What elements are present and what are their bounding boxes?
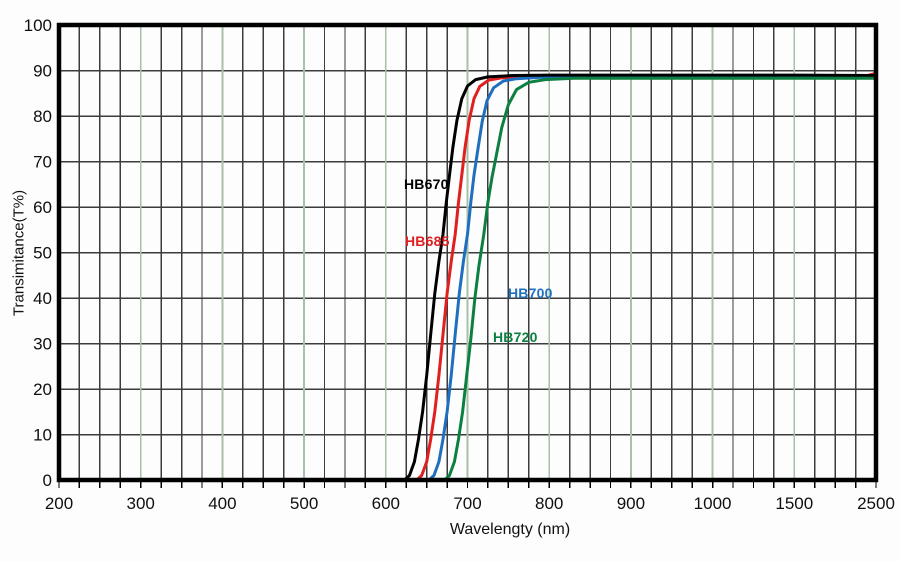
x-tick-label: 400 [208, 494, 236, 513]
y-tick-label: 10 [33, 426, 52, 445]
plot-frame [56, 22, 879, 483]
x-tick-label: 200 [45, 494, 73, 513]
y-tick-label: 50 [33, 244, 52, 263]
y-axis-tick-labels: 0 10 20 30 40 50 60 70 80 90 100 [24, 16, 52, 490]
x-tick-label: 600 [372, 494, 400, 513]
x-tick-label: 300 [127, 494, 155, 513]
x-tick-label: 1500 [775, 494, 813, 513]
y-axis-title: Transimitance(T%) [10, 189, 28, 317]
y-tick-label: 0 [43, 471, 52, 490]
y-tick-label: 90 [33, 62, 52, 81]
x-axis-title: Wavelengty (nm) [449, 521, 571, 538]
x-axis-tick-labels: 200 300 400 500 600 700 800 900 1000 1500 2500 [45, 494, 895, 513]
x-tick-label: 900 [617, 494, 645, 513]
y-tick-label: 30 [33, 335, 52, 354]
x-tick-label: 500 [290, 494, 318, 513]
curve-label-HB720: HB720 [493, 329, 538, 345]
grid-layer [59, 25, 876, 480]
x-axis-tick-marks [58, 482, 877, 488]
y-tick-label: 70 [33, 153, 52, 172]
curve-HB700 [57, 75, 878, 482]
curve-label-HB700: HB700 [508, 285, 553, 301]
y-tick-label: 80 [33, 107, 52, 126]
x-tick-label: 2500 [857, 494, 895, 513]
curve-label-HB670: HB670 [404, 176, 449, 192]
y-tick-label: 20 [33, 380, 52, 399]
y-tick-label: 40 [33, 289, 52, 308]
y-tick-label: 60 [33, 198, 52, 217]
curve-HB720 [57, 76, 878, 482]
axes-frame [56, 22, 879, 483]
curve-HB670 [57, 73, 878, 482]
x-tick-label: 700 [453, 494, 481, 513]
y-tick-label: 100 [24, 16, 52, 35]
x-tick-label: 800 [535, 494, 563, 513]
x-tick-label: 1000 [694, 494, 732, 513]
curve-layer [57, 71, 878, 482]
curve-label-HB685: HB685 [405, 233, 450, 249]
